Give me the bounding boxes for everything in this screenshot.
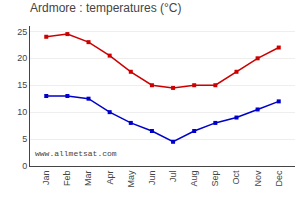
svg-text:Dec: Dec <box>274 170 284 187</box>
svg-text:Mar: Mar <box>83 171 93 187</box>
svg-text:5: 5 <box>22 134 27 144</box>
svg-text:Apr: Apr <box>105 171 115 185</box>
svg-text:Feb: Feb <box>62 171 72 187</box>
svg-text:Sep: Sep <box>210 171 220 187</box>
svg-text:Ardmore : temperatures (°C): Ardmore : temperatures (°C) <box>30 1 182 15</box>
svg-text:0: 0 <box>22 161 27 171</box>
svg-text:Jul: Jul <box>168 171 178 183</box>
svg-text:Aug: Aug <box>189 171 199 187</box>
svg-text:20: 20 <box>17 53 27 63</box>
svg-text:www.allmetsat.com: www.allmetsat.com <box>35 149 117 158</box>
svg-text:Oct: Oct <box>231 170 241 185</box>
svg-text:15: 15 <box>17 80 27 90</box>
svg-text:Nov: Nov <box>253 170 263 187</box>
svg-text:25: 25 <box>17 27 27 37</box>
svg-text:Jan: Jan <box>41 171 51 186</box>
svg-text:10: 10 <box>17 107 27 117</box>
svg-text:May: May <box>126 170 136 188</box>
svg-text:Jun: Jun <box>147 171 157 186</box>
